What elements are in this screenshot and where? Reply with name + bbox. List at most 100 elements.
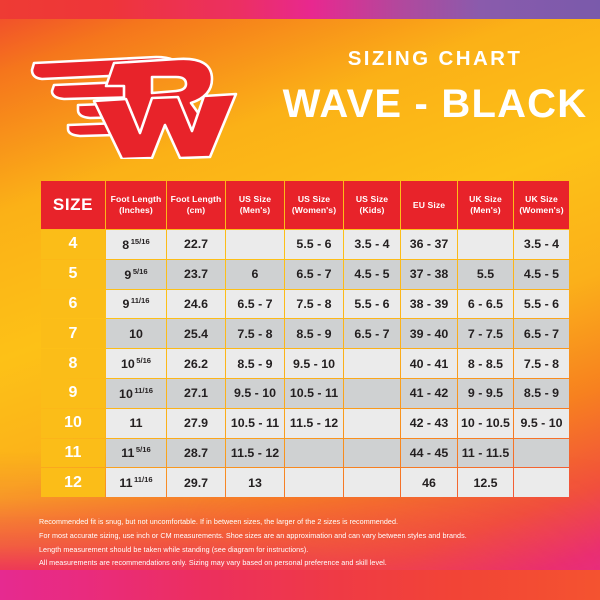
column-header-size-label: SIZE — [52, 195, 94, 215]
column-header-uk-size-mens: UK Size (Men's) — [458, 181, 513, 229]
cell-uk-size-womens: 6.5 - 7 — [514, 319, 569, 349]
column-header-us-size-womens: US Size (Women's) — [285, 181, 343, 229]
inches-fraction: 11/16 — [134, 385, 153, 395]
cell-us-size-womens: 7.5 - 8 — [285, 289, 343, 319]
cell-foot-length-cm: 29.7 — [167, 468, 225, 498]
cell-uk-size-mens: 6 - 6.5 — [458, 289, 513, 319]
cell-us-size-mens: 11.5 - 12 — [226, 438, 284, 468]
cell-us-size-womens — [285, 438, 343, 468]
cell-us-size-mens: 13 — [226, 468, 284, 498]
cell-us-size-mens: 6 — [226, 259, 284, 289]
sizing-table: SIZE Foot Length (Inches) Foot Length (c… — [40, 180, 570, 498]
cell-size: 5 — [41, 259, 105, 289]
column-header-size: SIZE — [41, 181, 105, 229]
cell-uk-size-mens: 11 - 11.5 — [458, 438, 513, 468]
col4-line2: (Women's) — [291, 205, 337, 215]
cell-us-size-womens: 11.5 - 12 — [285, 408, 343, 438]
cell-us-size-mens: 9.5 - 10 — [226, 378, 284, 408]
column-header-foot-length-inches: Foot Length (Inches) — [106, 181, 166, 229]
cell-foot-length-inches: 10 — [106, 319, 166, 349]
col1-line1: Foot Length — [110, 194, 162, 204]
table-header: SIZE Foot Length (Inches) Foot Length (c… — [41, 181, 569, 229]
table-row: 8 10 5/16 26.2 8.5 - 9 9.5 - 10 40 - 41 8 - 8.5… — [41, 349, 569, 378]
cell-size: 4 — [41, 230, 105, 259]
cell-uk-size-mens: 12.5 — [458, 468, 513, 498]
table-row: 7 10 25.4 7.5 - 8 8.5 - 9 6.5 - 7 39 - 40 7 - 7… — [41, 319, 569, 349]
cell-eu-size: 40 - 41 — [401, 349, 457, 378]
col3-line1: US Size — [238, 194, 272, 204]
inches-fraction: 11/16 — [130, 296, 150, 306]
table-row: 5 9 5/16 23.7 6 6.5 - 7 4.5 - 5 37 - 38 5.5 4.5 -… — [41, 259, 569, 289]
cell-eu-size: 41 - 42 — [401, 378, 457, 408]
cell-uk-size-womens: 8.5 - 9 — [514, 378, 569, 408]
col1-line2: (Inches) — [119, 205, 153, 215]
footer-line-2: For most accurate sizing, use inch or CM… — [39, 530, 467, 540]
col5-line1: US Size — [355, 194, 389, 204]
col2-line1: Foot Length — [170, 194, 222, 204]
cell-eu-size: 36 - 37 — [401, 230, 457, 259]
background-bottom-strip — [0, 570, 600, 600]
cell-foot-length-cm: 27.9 — [167, 408, 225, 438]
col3-line2: (Men's) — [239, 205, 271, 215]
cell-size: 8 — [41, 349, 105, 378]
cell-uk-size-womens: 9.5 - 10 — [514, 408, 569, 438]
col6-line1: EU Size — [412, 199, 446, 210]
table-row: 4 8 15/16 22.7 5.5 - 6 3.5 - 4 36 - 37 3.5 - 4 — [41, 230, 569, 259]
cell-foot-length-inches: 11 11/16 — [106, 468, 166, 498]
cell-uk-size-mens: 5.5 — [458, 259, 513, 289]
inches-fraction: 5/16 — [135, 445, 151, 455]
cell-foot-length-cm: 26.2 — [167, 349, 225, 378]
column-header-uk-size-womens: UK Size (Women's) — [514, 181, 569, 229]
col5-line2: (Kids) — [359, 205, 385, 215]
footer-notes: Recommended fit is snug, but not uncomfo… — [39, 515, 570, 570]
cell-eu-size: 42 - 43 — [401, 408, 457, 438]
col8-line1: UK Size — [525, 194, 558, 204]
cell-us-size-kids: 6.5 - 7 — [344, 319, 400, 349]
cell-us-size-kids — [344, 468, 400, 498]
cell-us-size-womens: 9.5 - 10 — [285, 349, 343, 378]
cell-size: 6 — [41, 289, 105, 319]
cell-us-size-kids: 3.5 - 4 — [344, 230, 400, 259]
cell-foot-length-inches: 8 15/16 — [106, 230, 166, 259]
column-header-us-size-kids: US Size (Kids) — [344, 181, 400, 229]
cell-us-size-kids — [344, 438, 400, 468]
inches-whole: 8 — [122, 237, 130, 252]
cell-uk-size-mens: 7 - 7.5 — [458, 319, 513, 349]
inches-whole: 9 — [124, 267, 132, 282]
cell-us-size-mens — [226, 230, 284, 259]
cell-uk-size-womens: 7.5 - 8 — [514, 349, 569, 378]
cell-size: 10 — [41, 408, 105, 438]
table-row: 6 9 11/16 24.6 6.5 - 7 7.5 - 8 5.5 - 6 38 - 39 6… — [41, 289, 569, 319]
cell-uk-size-womens: 4.5 - 5 — [514, 259, 569, 289]
cell-foot-length-inches: 11 — [106, 408, 166, 438]
cell-us-size-womens: 8.5 - 9 — [285, 319, 343, 349]
cell-us-size-womens — [285, 468, 343, 498]
cell-eu-size: 37 - 38 — [401, 259, 457, 289]
brand-logo — [28, 39, 243, 159]
cell-us-size-womens: 10.5 - 11 — [285, 378, 343, 408]
inches-fraction: 11/16 — [134, 475, 153, 485]
inches-fraction: 15/16 — [130, 236, 150, 246]
cell-size: 7 — [41, 319, 105, 349]
cell-us-size-mens: 10.5 - 11 — [226, 408, 284, 438]
inches-whole: 11 — [129, 416, 143, 431]
chart-subtitle: SIZING CHART — [347, 47, 523, 70]
col7-line2: (Men's) — [470, 205, 501, 215]
footer-line-3: Length measurement should be taken while… — [39, 544, 309, 554]
table-row: 10 11 27.9 10.5 - 11 11.5 - 12 42 - 43 10 - 10… — [41, 408, 569, 438]
cell-size: 11 — [41, 438, 105, 468]
inches-fraction: 5/16 — [132, 266, 148, 276]
footer-line-1: Recommended fit is snug, but not uncomfo… — [39, 517, 399, 526]
cell-size: 12 — [41, 468, 105, 498]
cell-eu-size: 46 — [401, 468, 457, 498]
background-top-strip — [0, 0, 600, 19]
sizing-table-container: SIZE Foot Length (Inches) Foot Length (c… — [40, 180, 569, 498]
inches-whole: 10 — [129, 326, 143, 341]
cell-us-size-kids: 5.5 - 6 — [344, 289, 400, 319]
inches-whole: 10 — [120, 357, 135, 372]
cell-uk-size-womens: 3.5 - 4 — [514, 230, 569, 259]
inches-whole: 11 — [121, 446, 135, 461]
cell-foot-length-cm: 27.1 — [167, 378, 225, 408]
cell-us-size-mens: 8.5 - 9 — [226, 349, 284, 378]
